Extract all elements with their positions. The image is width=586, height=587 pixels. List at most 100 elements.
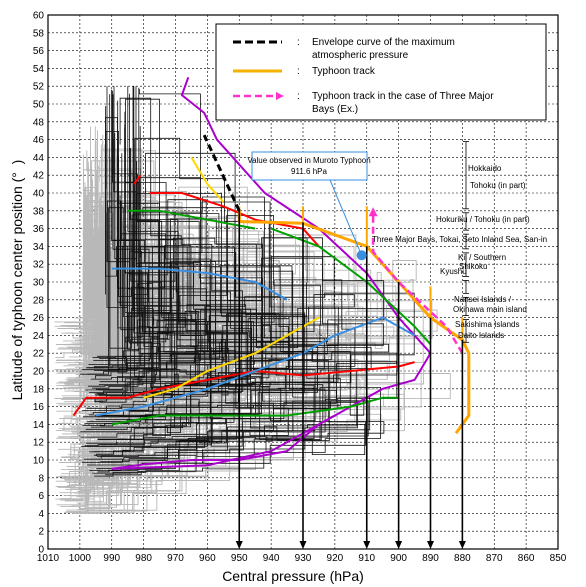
y-tick-label: 54 <box>33 64 45 75</box>
background-track <box>58 321 146 425</box>
y-tick-label: 36 <box>33 224 45 235</box>
sample-track <box>99 153 252 371</box>
axis-arrows <box>235 210 466 549</box>
sample-track <box>85 152 415 391</box>
legend-bays-arrowhead <box>276 92 284 100</box>
callout-box <box>251 151 368 181</box>
x-tick-label: 860 <box>518 553 535 564</box>
region-label: Sakishima Islands <box>455 320 519 329</box>
legend-sep-2: : <box>297 66 300 77</box>
y-tick-label: 22 <box>33 349 45 360</box>
axis-arrowhead <box>427 541 434 549</box>
sample-track <box>98 314 316 440</box>
sample-track <box>89 264 326 471</box>
y-tick-label: 44 <box>33 153 45 164</box>
x-axis-title: Central pressure (hPa) <box>222 568 364 584</box>
region-label: Nansei Islands / <box>454 295 512 304</box>
x-tick-label: 920 <box>327 553 344 564</box>
x-tick-label: 1000 <box>69 553 92 564</box>
highlight-track <box>127 209 256 230</box>
legend-sep-3: : <box>297 91 300 102</box>
y-tick-label: 56 <box>33 46 45 57</box>
tick-labels: 1010 1000 990 980 970 960 950 940 930 920 910 900 89… <box>33 11 567 565</box>
y-tick-label: 4 <box>38 509 44 520</box>
y-tick-label: 6 <box>38 491 44 502</box>
region-label: Hokuriku / Tohoku (in part) <box>436 215 530 224</box>
legend-bays-label-2: Bays (Ex.) <box>312 104 358 115</box>
highlight-track <box>133 174 142 185</box>
axis-arrowhead <box>299 541 307 549</box>
x-tick-label: 880 <box>454 553 471 564</box>
y-tick-label: 40 <box>33 189 45 200</box>
x-tick-label: 930 <box>295 553 312 564</box>
sample-track <box>95 271 397 420</box>
legend: : Envelope curve of the maximum atmosphe… <box>215 23 547 121</box>
callout-line2: 911.6 hPa <box>291 167 327 176</box>
y-tick-label: 58 <box>33 28 45 39</box>
y-tick-label: 18 <box>33 384 45 395</box>
y-axis-title: Latitude of typhoon center position (° ) <box>9 160 25 401</box>
y-tick-label: 26 <box>33 313 45 324</box>
highlight-track <box>72 361 415 417</box>
x-tick-label: 970 <box>167 553 184 564</box>
callout-leader <box>329 179 363 256</box>
y-tick-label: 0 <box>38 545 44 556</box>
sample-track <box>96 246 366 470</box>
callout-line1: Value observed in Muroto Typhoon <box>247 156 370 165</box>
x-tick-label: 890 <box>422 553 439 564</box>
legend-bays-label-1: Typhoon track in the case of Three Major <box>312 91 494 102</box>
legend-envelope-label-2: atmospheric pressure <box>312 50 409 61</box>
y-tick-label: 34 <box>33 242 45 253</box>
y-tick-label: 50 <box>33 100 45 111</box>
x-tick-label: 940 <box>263 553 280 564</box>
y-tick-label: 16 <box>33 402 45 413</box>
background-track <box>63 261 331 403</box>
background-track <box>85 244 364 512</box>
background-track <box>71 229 120 434</box>
y-tick-label: 60 <box>33 11 45 22</box>
axis-arrowhead <box>395 541 403 549</box>
sample-track <box>99 177 384 383</box>
sample-track <box>84 156 190 446</box>
region-label: Hokkaido <box>468 164 502 173</box>
y-tick-label: 52 <box>33 82 45 93</box>
region-labels: Hokkaido Tohoku (in part) Hokuriku / Tohok… <box>372 141 547 343</box>
envelope-curve <box>237 210 471 435</box>
y-tick-label: 28 <box>33 295 45 306</box>
axis-arrowhead <box>235 541 243 549</box>
legend-sep-1: : <box>297 37 300 48</box>
sample-track <box>81 86 321 371</box>
y-tick-label: 46 <box>33 135 45 146</box>
sample-track <box>99 148 308 359</box>
sample-track <box>97 214 315 457</box>
highlight-track <box>111 267 288 301</box>
sample-track <box>88 137 355 365</box>
x-tick-label: 960 <box>199 553 216 564</box>
sample-track <box>94 193 341 416</box>
y-tick-label: 14 <box>33 420 45 431</box>
region-label: Kii / Southern <box>458 253 506 262</box>
axis-arrowhead <box>363 541 371 549</box>
region-label: Tohoku (in part) <box>470 181 526 190</box>
x-tick-label: 990 <box>103 553 120 564</box>
sample-track <box>86 270 371 444</box>
highlight-track <box>143 316 320 399</box>
sample-track <box>100 147 322 463</box>
muroto-observed-point <box>356 250 367 261</box>
y-tick-label: 2 <box>38 527 44 538</box>
sample-track <box>92 98 293 358</box>
x-tick-label: 850 <box>550 553 567 564</box>
axis-arrowhead <box>458 541 466 549</box>
x-tick-label: 980 <box>135 553 152 564</box>
highlight-track <box>190 156 225 203</box>
y-tick-label: 8 <box>38 473 44 484</box>
three-bays-arrowhead <box>368 207 378 217</box>
y-tick-label: 24 <box>33 331 45 342</box>
sample-track <box>95 93 318 418</box>
region-label: Shikoku <box>459 262 487 271</box>
region-label: Three Major Bays, Tokai, Seto Inland Sea… <box>372 235 547 244</box>
sample-track <box>86 100 236 409</box>
envelope-layer <box>202 134 471 435</box>
highlight-track <box>111 396 399 426</box>
